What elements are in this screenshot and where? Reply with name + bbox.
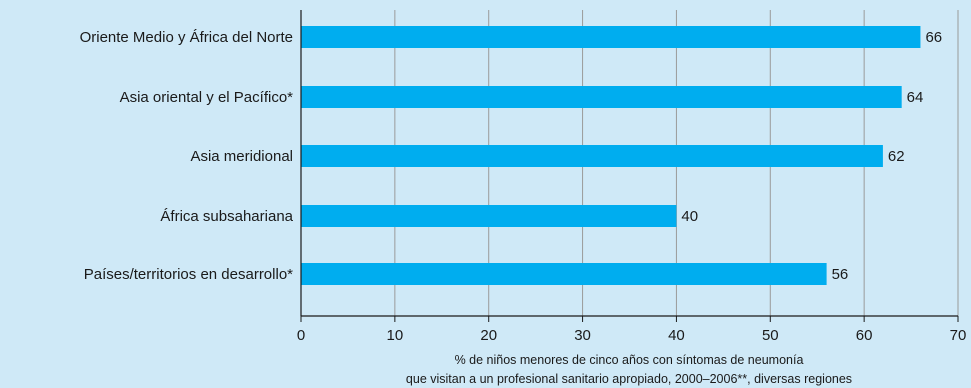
- x-tick-label: 10: [387, 327, 404, 344]
- data-label: 56: [832, 266, 849, 283]
- data-label: 62: [888, 148, 905, 165]
- category-label: Asia meridional: [190, 148, 293, 165]
- x-tick-label: 0: [297, 327, 305, 344]
- x-tick-label: 20: [480, 327, 497, 344]
- bar: [301, 86, 902, 108]
- category-label: Oriente Medio y África del Norte: [80, 29, 293, 46]
- data-label: 64: [907, 89, 924, 106]
- axes: [300, 10, 959, 322]
- x-tick-label: 70: [950, 327, 967, 344]
- bar: [301, 145, 883, 167]
- category-label: África subsahariana: [160, 208, 293, 225]
- x-tick-label: 30: [574, 327, 591, 344]
- labels: 0 10 20 30 40 50 60 70 Oriente Medio y África de…: [80, 29, 967, 344]
- data-label: 40: [681, 208, 698, 225]
- x-axis-title-line-2: que visitan a un profesional sanitario a…: [406, 372, 852, 386]
- x-tick-label: 40: [668, 327, 685, 344]
- x-tick-label: 60: [856, 327, 873, 344]
- x-axis-title-line-1: % de niños menores de cinco años con sín…: [455, 353, 804, 367]
- bar: [301, 263, 827, 285]
- bars: [301, 26, 921, 285]
- x-tick-label: 50: [762, 327, 779, 344]
- category-label: Países/territorios en desarrollo*: [84, 266, 293, 283]
- data-label: 66: [925, 29, 942, 46]
- bar: [301, 26, 921, 48]
- category-label: Asia oriental y el Pacífico*: [120, 89, 294, 106]
- bar: [301, 205, 677, 227]
